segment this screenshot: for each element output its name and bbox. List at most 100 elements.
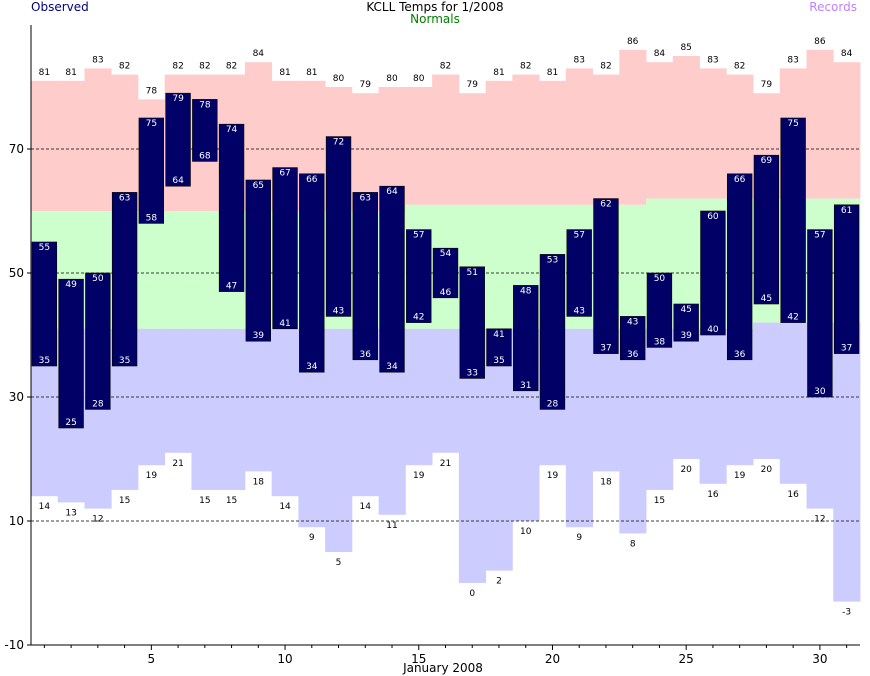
record-high-band-day-24: [646, 62, 674, 199]
observed-low-label-day-2: 25: [65, 418, 76, 428]
record-high-label-day-18: 81: [493, 68, 504, 78]
observed-high-label-day-9: 65: [253, 181, 264, 191]
record-high-label-day-31: 84: [841, 49, 853, 59]
observed-bar-day-1: [31, 241, 58, 367]
observed-high-label-day-24: 50: [654, 274, 666, 284]
record-low-label-day-5: 19: [146, 471, 158, 481]
observed-high-label-day-19: 48: [520, 286, 532, 296]
record-high-band-day-2: [57, 80, 85, 211]
record-high-label-day-8: 82: [226, 62, 237, 72]
record-high-band-day-15: [405, 87, 433, 205]
record-high-label-day-25: 85: [680, 43, 691, 53]
record-high-label-day-13: 79: [360, 80, 372, 90]
x-tick-label-15: 15: [411, 652, 426, 666]
observed-high-label-day-18: 41: [493, 330, 504, 340]
record-low-label-day-14: 11: [386, 521, 397, 531]
observed-bar-day-2: [58, 278, 84, 429]
observed-low-label-day-29: 42: [787, 313, 798, 323]
observed-low-label-day-23: 36: [627, 350, 639, 360]
observed-low-label-day-28: 45: [761, 294, 772, 304]
record-low-band-day-23: [619, 328, 647, 534]
observed-high-label-day-15: 57: [413, 231, 424, 241]
record-high-label-day-5: 78: [146, 86, 158, 96]
observed-bar-day-31: [833, 204, 860, 354]
record-low-label-day-16: 21: [440, 459, 451, 469]
observed-bar-day-12: [325, 136, 352, 317]
record-high-band-day-1: [31, 80, 59, 211]
y-tick-label--10: -10: [4, 638, 24, 652]
observed-low-label-day-24: 38: [654, 337, 666, 347]
observed-high-label-day-4: 63: [119, 193, 130, 203]
record-low-label-day-8: 15: [226, 496, 237, 506]
observed-low-label-day-10: 41: [279, 319, 290, 329]
observed-bar-day-20: [539, 254, 566, 410]
observed-bar-day-21: [566, 229, 592, 317]
record-low-label-day-30: 12: [814, 515, 825, 525]
record-low-label-day-13: 14: [360, 502, 372, 512]
record-high-label-day-11: 81: [306, 68, 317, 78]
record-low-band-day-8: [218, 328, 246, 490]
record-low-band-day-16: [432, 328, 460, 453]
record-low-label-day-1: 14: [39, 502, 51, 512]
record-high-label-day-20: 81: [547, 68, 558, 78]
observed-low-label-day-11: 34: [306, 362, 318, 372]
observed-low-label-day-5: 58: [146, 213, 158, 223]
record-high-band-day-20: [539, 80, 567, 205]
observed-bar-day-27: [726, 173, 753, 361]
observed-low-label-day-16: 46: [440, 288, 452, 298]
observed-bar-day-23: [620, 316, 646, 361]
record-high-label-day-22: 82: [600, 62, 611, 72]
observed-bar-day-5: [138, 117, 165, 224]
observed-bar-day-8: [218, 123, 245, 292]
record-low-label-day-27: 19: [734, 471, 746, 481]
x-tick-label-25: 25: [679, 652, 694, 666]
y-tick-label-30: 30: [9, 390, 24, 404]
record-high-label-day-17: 79: [467, 80, 479, 90]
observed-bar-day-24: [646, 272, 673, 348]
observed-high-label-day-17: 51: [467, 268, 478, 278]
observed-high-label-day-26: 60: [707, 212, 719, 222]
record-high-band-day-21: [565, 68, 593, 205]
observed-high-label-day-14: 64: [386, 187, 398, 197]
record-high-label-day-19: 82: [520, 62, 531, 72]
observed-low-label-day-26: 40: [707, 325, 719, 335]
observed-low-label-day-3: 28: [92, 399, 104, 409]
record-high-label-day-12: 80: [333, 74, 345, 84]
record-high-band-day-16: [432, 74, 460, 205]
record-high-label-day-4: 82: [119, 62, 130, 72]
record-high-band-day-23: [619, 49, 647, 205]
record-low-label-day-10: 14: [279, 502, 291, 512]
record-high-label-day-9: 84: [253, 49, 265, 59]
record-low-band-day-12: [325, 328, 353, 552]
record-low-label-day-12: 5: [336, 558, 342, 568]
observed-high-label-day-30: 57: [814, 231, 825, 241]
record-low-band-day-28: [753, 322, 781, 459]
observed-low-label-day-22: 37: [600, 344, 611, 354]
observed-bar-day-22: [593, 198, 619, 354]
record-high-label-day-6: 82: [172, 62, 183, 72]
observed-legend-label: Observed: [31, 0, 89, 14]
observed-bar-day-14: [379, 185, 405, 373]
record-low-label-day-18: 2: [496, 577, 502, 587]
record-low-label-day-6: 21: [172, 459, 183, 469]
observed-high-label-day-3: 50: [92, 274, 104, 284]
record-low-label-day-9: 18: [253, 477, 265, 487]
observed-low-label-day-18: 35: [493, 356, 504, 366]
observed-low-label-day-20: 28: [547, 399, 559, 409]
observed-high-label-day-16: 54: [440, 249, 452, 259]
normal-band-day-6: [164, 211, 192, 329]
observed-high-label-day-28: 69: [761, 156, 773, 166]
observed-bar-day-17: [459, 266, 485, 379]
observed-bar-day-25: [673, 303, 699, 342]
observed-high-label-day-20: 53: [547, 255, 558, 265]
record-low-band-day-10: [271, 328, 299, 497]
record-high-label-day-26: 83: [707, 55, 718, 65]
record-low-band-day-9: [244, 328, 273, 472]
record-low-label-day-20: 19: [547, 471, 559, 481]
observed-bar-day-26: [700, 210, 726, 336]
value-labels: 5535811449258113502883126335821575587819…: [39, 37, 853, 618]
observed-low-label-day-19: 31: [520, 381, 531, 391]
record-low-label-day-31: -3: [842, 608, 851, 618]
record-high-label-day-1: 81: [39, 68, 50, 78]
y-tick-label-10: 10: [9, 514, 24, 528]
